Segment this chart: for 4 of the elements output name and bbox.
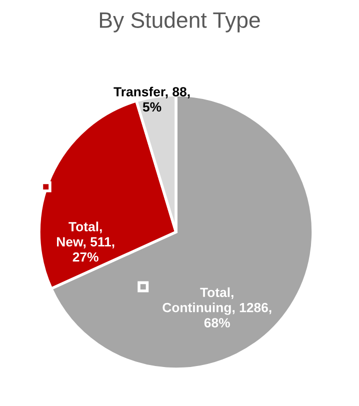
chart-title: By Student Type xyxy=(100,12,260,32)
slice-label: Transfer, 88, 5% xyxy=(114,86,190,112)
slice-label: Total, Continuing, 1286, 68% xyxy=(162,287,272,328)
slice-label: Total, New, 511, 27% xyxy=(57,222,114,262)
